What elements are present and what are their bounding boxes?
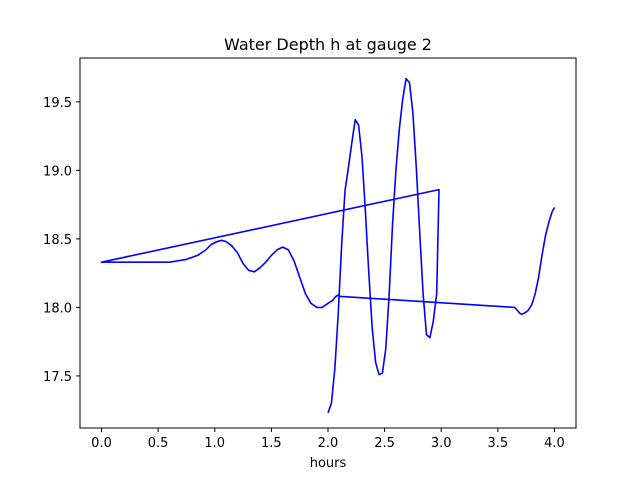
y-tick-label: 19.0: [43, 164, 72, 179]
plot-area: [100, 77, 556, 414]
x-tick-label: 0.5: [148, 436, 169, 451]
x-tick-label: 3.0: [431, 436, 452, 451]
y-tick-label: 19.5: [43, 96, 72, 111]
x-tick-label: 2.5: [374, 436, 395, 451]
axes-frame: [79, 57, 577, 429]
x-tick-label: 4.0: [544, 436, 565, 451]
y-tick-label: 17.5: [43, 370, 72, 385]
y-tick-label: 18.0: [43, 301, 72, 316]
x-tick-label: 3.5: [488, 436, 509, 451]
x-axis-label: hours: [310, 456, 347, 471]
x-tick-label: 1.5: [261, 436, 282, 451]
chart-title: Water Depth h at gauge 2: [224, 35, 432, 54]
series-line: [100, 77, 556, 414]
x-axis: 0.0 0.5 1.0 1.5 2.0 2.5 3.0 3.5 4.0: [91, 428, 565, 451]
x-tick-label: 0.0: [91, 436, 112, 451]
x-tick-label: 2.0: [318, 436, 339, 451]
y-tick-label: 18.5: [43, 233, 72, 248]
x-tick-label: 1.0: [204, 436, 225, 451]
y-axis: 17.5 18.0 18.5 19.0 19.5: [43, 96, 80, 385]
